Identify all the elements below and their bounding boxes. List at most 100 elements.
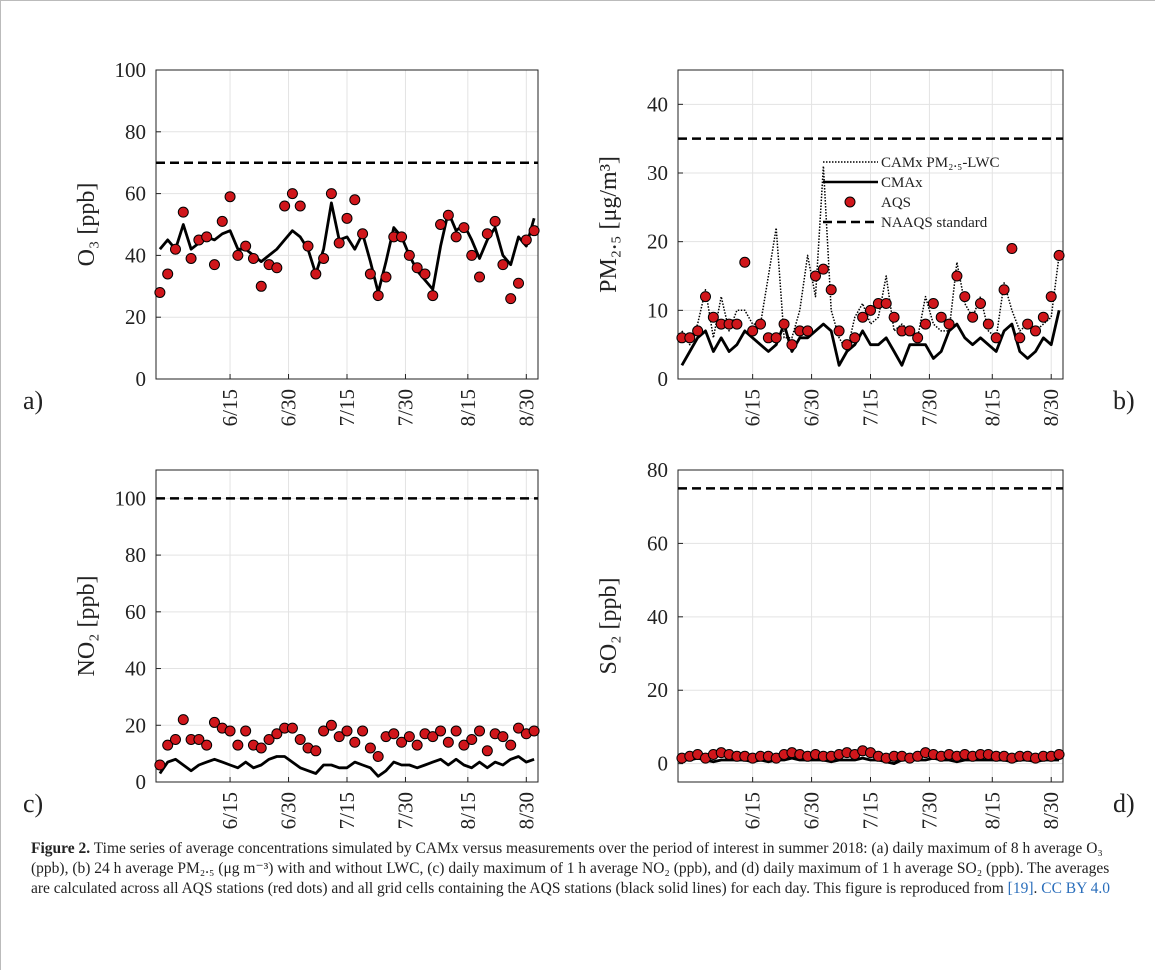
legend-marker	[844, 196, 856, 208]
data-point	[802, 325, 814, 337]
data-point	[513, 277, 525, 289]
data-point	[154, 759, 166, 771]
data-point	[232, 249, 244, 261]
data-point	[435, 725, 447, 737]
y-tick-label: 30	[647, 161, 668, 185]
data-point	[271, 262, 283, 274]
plot-frame	[155, 69, 539, 380]
x-tick-label: 7/30	[393, 792, 417, 829]
data-point	[817, 263, 829, 275]
y-tick-label: 0	[136, 367, 147, 391]
data-point	[458, 222, 470, 234]
data-point	[975, 297, 986, 309]
data-point	[1045, 291, 1057, 303]
data-point	[770, 332, 782, 344]
citation[interactable]: [19]	[1007, 880, 1034, 897]
data-point	[857, 311, 869, 323]
data-point	[755, 318, 766, 330]
x-tick-label: 6/15	[741, 792, 765, 829]
data-point	[505, 739, 517, 751]
data-point	[528, 725, 540, 737]
y-tick-label: 80	[125, 543, 146, 567]
data-point	[1030, 325, 1041, 337]
data-point	[825, 284, 837, 296]
data-point	[427, 731, 439, 743]
data-point	[357, 228, 369, 240]
plot-frame	[677, 469, 1064, 783]
data-point	[240, 240, 252, 252]
data-point	[528, 225, 540, 237]
panel-label: d)	[1113, 789, 1135, 818]
data-point	[739, 256, 751, 268]
x-tick-label: 7/15	[859, 792, 883, 829]
lwc-line	[681, 165, 1060, 353]
data-point	[419, 268, 431, 280]
data-point	[927, 297, 939, 309]
data-point	[224, 191, 236, 203]
data-point	[302, 240, 314, 252]
data-point	[1053, 748, 1065, 760]
data-point	[388, 728, 400, 740]
y-tick-label: 40	[647, 92, 668, 116]
model-line	[158, 201, 536, 294]
data-point	[731, 318, 743, 330]
plot-frame	[155, 469, 539, 783]
data-point	[372, 750, 384, 762]
y-tick-label: 40	[125, 657, 146, 681]
y-tick-label: 0	[136, 770, 147, 794]
caption-label: Figure 2.	[31, 840, 91, 857]
x-tick-label: 7/15	[335, 389, 359, 426]
data-point	[341, 725, 353, 737]
data-point	[505, 293, 517, 305]
x-tick-label: 7/30	[393, 389, 417, 426]
data-point	[177, 206, 189, 218]
x-tick-label: 6/30	[277, 389, 301, 426]
data-point	[364, 742, 376, 754]
data-point	[208, 259, 220, 271]
data-point	[888, 311, 900, 323]
data-point	[1037, 311, 1049, 323]
data-point	[865, 304, 876, 316]
x-tick-label: 8/30	[1039, 389, 1063, 426]
data-point	[833, 325, 845, 337]
data-point	[411, 262, 423, 274]
data-point	[841, 339, 853, 351]
data-point	[920, 318, 931, 330]
data-point	[286, 722, 298, 734]
data-point	[263, 733, 275, 745]
license-link[interactable]: CC BY 4.0	[1041, 880, 1111, 897]
y-axis-label: PM₂.₅ [μg/m³]	[596, 156, 622, 293]
data-point	[247, 252, 259, 264]
data-point	[435, 219, 447, 230]
data-point	[333, 731, 345, 743]
x-tick-label: 7/15	[859, 389, 883, 426]
data-point	[474, 271, 486, 283]
data-point	[349, 194, 361, 206]
y-tick-label: 20	[125, 305, 146, 329]
y-tick-label: 80	[125, 120, 146, 144]
model-line	[680, 309, 1061, 367]
data-point	[935, 311, 947, 323]
model-line	[158, 755, 535, 778]
data-point	[458, 739, 470, 751]
panel-label: c)	[23, 789, 43, 818]
legend-label: CAMx PM₂.₅-LWC	[881, 155, 1000, 171]
data-point	[450, 231, 462, 243]
data-point	[411, 739, 423, 751]
data-point	[450, 725, 462, 737]
data-point	[466, 249, 478, 261]
data-point	[1014, 332, 1026, 344]
data-point	[466, 733, 478, 745]
y-axis-label: NO₂ [ppb]	[74, 575, 100, 676]
y-tick-label: 40	[647, 605, 668, 629]
x-tick-label: 7/15	[335, 792, 359, 829]
data-point	[318, 252, 330, 264]
data-point	[255, 280, 267, 292]
x-tick-label: 8/30	[514, 792, 538, 829]
y-tick-label: 60	[647, 531, 668, 555]
data-point	[318, 725, 330, 737]
data-point	[193, 733, 205, 745]
x-tick-label: 8/15	[980, 389, 1004, 426]
